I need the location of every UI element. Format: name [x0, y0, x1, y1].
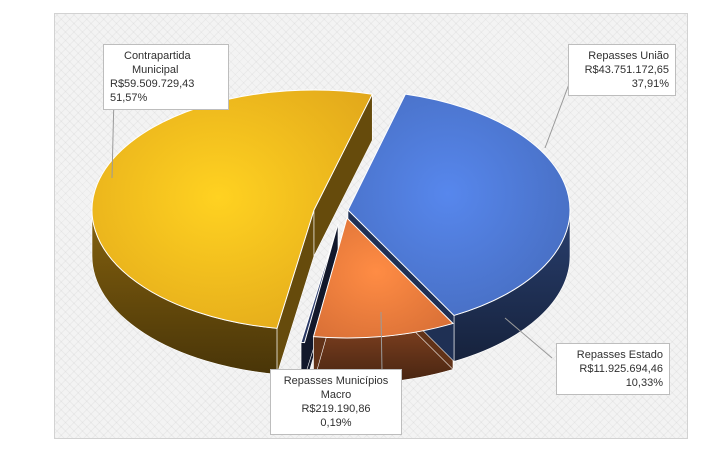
callout-percent: 37,91%	[631, 78, 669, 90]
callout-percent: 10,33%	[625, 377, 663, 389]
callout-label: Repasses Municípios	[283, 375, 389, 387]
callout-repasses-estado: Repasses Estado R$11.925.694,46 10,33%	[556, 343, 670, 395]
callout-percent: 51,57%	[110, 92, 148, 104]
callout-value: R$219.190,86	[301, 403, 371, 415]
callout-repasses-municipios-macro: Repasses Municípios Macro R$219.190,86 0…	[270, 369, 402, 435]
callout-value: R$11.925.694,46	[579, 363, 663, 375]
callout-label: Macro	[320, 389, 352, 401]
callout-contrapartida-municipal: Contrapartida Municipal R$59.509.729,43 …	[103, 44, 229, 110]
callout-percent: 0,19%	[320, 417, 352, 429]
pie-slice-contrapartida-municipal	[91, 89, 374, 329]
pie-slice-repasses-munic-pios-macro	[300, 223, 339, 344]
callout-leader-line	[544, 75, 573, 149]
callout-repasses-uniao: Repasses União R$43.751.172,65 37,91%	[568, 44, 676, 96]
callout-label: Municipal	[132, 64, 179, 76]
callout-leader-line	[504, 317, 553, 359]
callout-value: R$59.509.729,43	[110, 78, 195, 90]
pie-slice-repasses-uni-o	[347, 93, 571, 317]
pie-slice-repasses-estado	[312, 217, 454, 339]
callout-value: R$43.751.172,65	[584, 64, 669, 76]
callout-label: Repasses União	[588, 50, 669, 62]
callout-label: Repasses Estado	[576, 349, 663, 361]
callout-label: Contrapartida	[124, 50, 191, 62]
callout-leader-line	[380, 311, 383, 373]
